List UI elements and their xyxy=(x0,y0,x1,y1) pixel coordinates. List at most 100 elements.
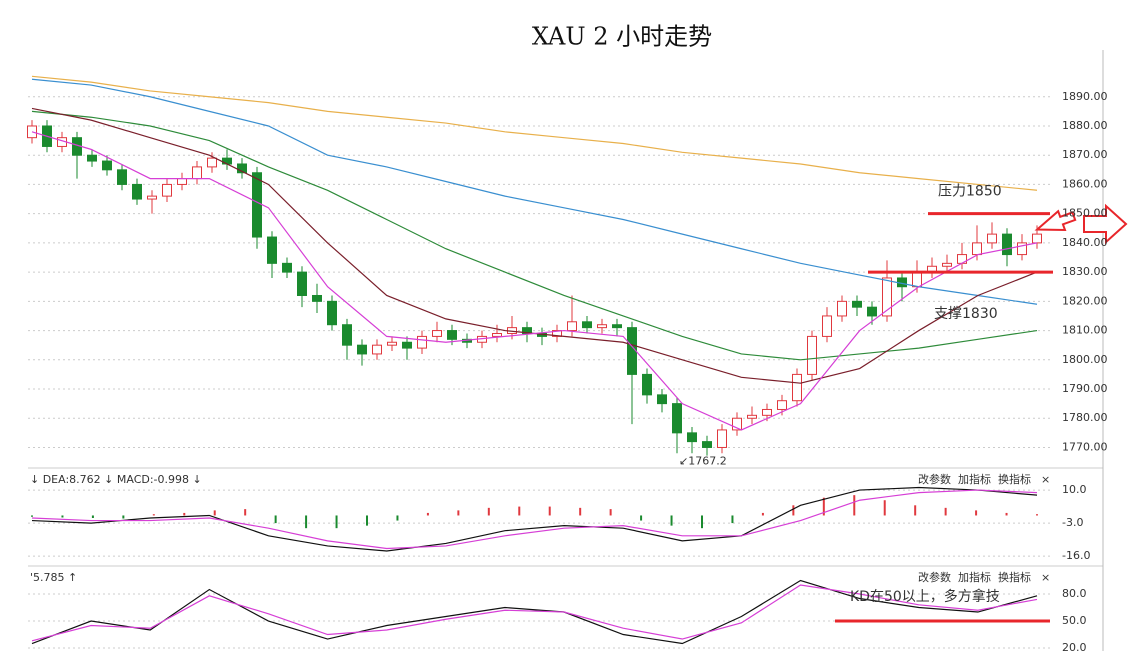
candle-body xyxy=(267,236,277,264)
level-label: KD在50以上，多方拿技 xyxy=(850,588,1000,605)
arrow-icon xyxy=(1034,209,1077,232)
candle-body xyxy=(357,344,367,355)
candle-body xyxy=(807,335,817,375)
y-tick-label: 1790.00 xyxy=(1062,382,1108,395)
y-tick-label: 1780.00 xyxy=(1062,411,1108,424)
candle-body xyxy=(297,271,307,296)
candle-body xyxy=(447,330,457,340)
candle-body xyxy=(327,300,337,326)
indicator-line xyxy=(31,131,1038,431)
panel-button[interactable]: × xyxy=(1041,473,1050,486)
candle-body xyxy=(387,341,397,346)
y-tick-label: 1810.00 xyxy=(1062,324,1108,337)
indicator-legend: ↓ DEA:8.762 ↓ MACD:-0.998 ↓ xyxy=(30,473,202,486)
candle-body xyxy=(252,172,262,238)
candle-body xyxy=(312,294,322,302)
candle-body xyxy=(222,157,232,165)
panel-button[interactable]: × xyxy=(1041,571,1050,584)
candle-body xyxy=(192,166,202,180)
indicator-line xyxy=(31,579,1038,645)
candle-body xyxy=(657,394,667,405)
candle-body xyxy=(342,324,352,346)
candle-body xyxy=(147,195,157,200)
candle-body xyxy=(132,183,142,200)
y-tick-label: 1820.00 xyxy=(1062,294,1108,307)
candle-body xyxy=(762,408,772,416)
candle-body xyxy=(207,157,217,168)
candle-body xyxy=(87,154,97,162)
indicator-line xyxy=(31,110,1038,361)
indicator-line xyxy=(31,486,1038,552)
candle-body xyxy=(432,330,442,337)
candle-body xyxy=(867,306,877,317)
y-tick-label: 10.0 xyxy=(1062,483,1087,496)
panel-button[interactable]: 改参数 xyxy=(918,472,951,486)
candle-body xyxy=(642,373,652,396)
y-tick-label: 1770.00 xyxy=(1062,440,1108,453)
candle-body xyxy=(177,178,187,185)
arrow-icon xyxy=(1083,203,1128,245)
candle-body xyxy=(852,300,862,308)
y-tick-label: 1840.00 xyxy=(1062,236,1108,249)
candle-body xyxy=(672,403,682,434)
candle-body xyxy=(702,441,712,448)
candle-body xyxy=(492,332,502,337)
candle-body xyxy=(612,324,622,329)
candle-body xyxy=(987,233,997,244)
candle-body xyxy=(747,414,757,419)
panel-button[interactable]: 加指标 xyxy=(958,570,991,584)
y-tick-label: -16.0 xyxy=(1062,549,1090,562)
y-tick-label: 1870.00 xyxy=(1062,148,1108,161)
y-tick-label: 1800.00 xyxy=(1062,353,1108,366)
candle-body xyxy=(1017,242,1027,256)
y-tick-label: 1890.00 xyxy=(1062,90,1108,103)
panel-button[interactable]: 加指标 xyxy=(958,472,991,486)
y-tick-label: 1830.00 xyxy=(1062,265,1108,278)
candle-body xyxy=(237,163,247,174)
indicator-line xyxy=(31,75,1038,191)
y-tick-label: 20.0 xyxy=(1062,641,1087,651)
chart-title: XAU 2 小时走势 xyxy=(532,23,712,51)
candle-body xyxy=(942,262,952,267)
panel-button[interactable]: 换指标 xyxy=(998,570,1031,584)
candle-body xyxy=(117,169,127,185)
level-label: 支撑1830 xyxy=(934,306,998,322)
candle-body xyxy=(522,327,532,334)
candle-body xyxy=(687,432,697,443)
y-tick-label: 1880.00 xyxy=(1062,119,1108,132)
candle-body xyxy=(162,183,172,197)
y-tick-label: 1860.00 xyxy=(1062,177,1108,190)
candle-body xyxy=(417,335,427,349)
indicator-line xyxy=(31,489,1038,550)
candle-body xyxy=(717,429,727,448)
candle-body xyxy=(402,341,412,349)
indicator-line xyxy=(31,584,1038,642)
candle-body xyxy=(627,327,637,375)
candle-body xyxy=(282,262,292,273)
candle-body xyxy=(1002,233,1012,256)
candle-body xyxy=(552,330,562,337)
candle-body xyxy=(1032,233,1042,244)
candle-body xyxy=(972,242,982,256)
indicator-legend: '5.785 ↑ xyxy=(30,571,77,584)
low-label: ↙1767.2 xyxy=(679,455,727,468)
level-label: 压力1850 xyxy=(938,184,1002,200)
y-tick-label: 50.0 xyxy=(1062,614,1087,627)
candle-body xyxy=(732,417,742,431)
candle-body xyxy=(567,321,577,332)
y-tick-label: 1850.00 xyxy=(1062,207,1108,220)
candle-body xyxy=(822,315,832,337)
candle-body xyxy=(102,160,112,171)
candle-body xyxy=(882,277,892,317)
candle-body xyxy=(912,271,922,288)
y-tick-label: 80.0 xyxy=(1062,587,1087,600)
panel-button[interactable]: 换指标 xyxy=(998,472,1031,486)
panel-button[interactable]: 改参数 xyxy=(918,570,951,584)
candle-body xyxy=(777,400,787,410)
candle-body xyxy=(372,344,382,355)
candle-body xyxy=(597,324,607,329)
candle-body xyxy=(792,373,802,402)
